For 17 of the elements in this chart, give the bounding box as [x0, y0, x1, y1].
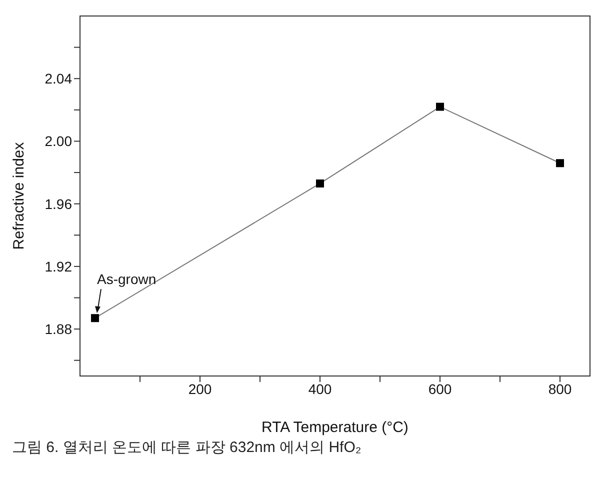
y-axis-title: Refractive index	[10, 142, 28, 250]
caption: 그림 6. 열처리 온도에 따른 파장 632nm 에서의 HfO₂	[11, 438, 362, 457]
y-tick-label: 1.92	[44, 258, 72, 274]
y-tick-label: 1.88	[44, 321, 72, 338]
annotation: As-grown	[97, 271, 156, 288]
point	[436, 102, 444, 111]
point	[91, 314, 99, 322]
x-axis-title: RTA Temperature (°C)	[262, 419, 408, 436]
x-tick-label: 600	[428, 380, 452, 397]
y-tick-label: 1.96	[44, 196, 72, 212]
point	[556, 159, 564, 168]
x-tick-label: 800	[548, 380, 572, 397]
y-tick-label: 2.00	[44, 133, 72, 150]
y-tick-label: 2.04	[44, 70, 72, 87]
x-tick-label: 400	[308, 380, 332, 397]
point	[316, 179, 324, 188]
x-tick-label: 200	[188, 380, 212, 397]
